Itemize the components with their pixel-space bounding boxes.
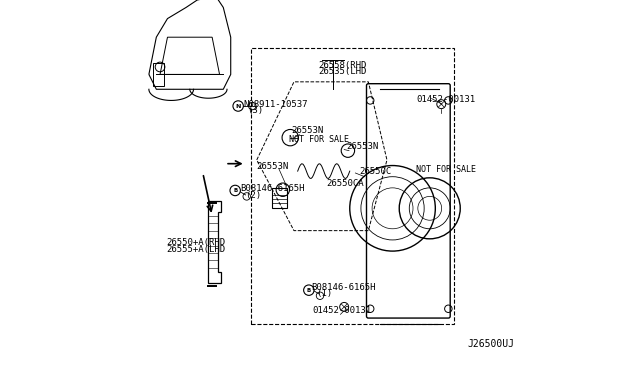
Text: NOT FOR SALE: NOT FOR SALE xyxy=(289,135,349,144)
Text: N08911-10537: N08911-10537 xyxy=(243,100,307,109)
Text: B08146-6165H: B08146-6165H xyxy=(312,283,376,292)
Text: (1): (1) xyxy=(316,289,332,298)
Text: 26550+A(RHD: 26550+A(RHD xyxy=(166,238,225,247)
Text: (2): (2) xyxy=(245,191,261,200)
Bar xyxy=(271,188,287,208)
Text: NOT FOR SALE: NOT FOR SALE xyxy=(416,165,476,174)
Bar xyxy=(152,63,164,86)
Text: (3): (3) xyxy=(246,106,263,115)
Text: 26550C: 26550C xyxy=(360,167,392,176)
Text: 01452-00131: 01452-00131 xyxy=(312,306,372,315)
Text: 26553N: 26553N xyxy=(257,162,289,171)
Bar xyxy=(251,48,454,324)
Text: N: N xyxy=(236,103,241,109)
Text: B: B xyxy=(307,288,311,293)
Text: 26555+A(LHD: 26555+A(LHD xyxy=(166,245,225,254)
Text: B: B xyxy=(233,188,237,193)
Text: J26500UJ: J26500UJ xyxy=(467,339,514,349)
Text: 26553N: 26553N xyxy=(292,126,324,135)
Text: 26558(RHD: 26558(RHD xyxy=(318,61,367,70)
Text: 01452-00131: 01452-00131 xyxy=(417,95,476,104)
Text: 26535(LHD: 26535(LHD xyxy=(318,67,367,76)
Text: 26553N: 26553N xyxy=(346,142,378,151)
Text: 26550CA: 26550CA xyxy=(326,179,364,188)
Text: B08146-6165H: B08146-6165H xyxy=(240,184,305,193)
